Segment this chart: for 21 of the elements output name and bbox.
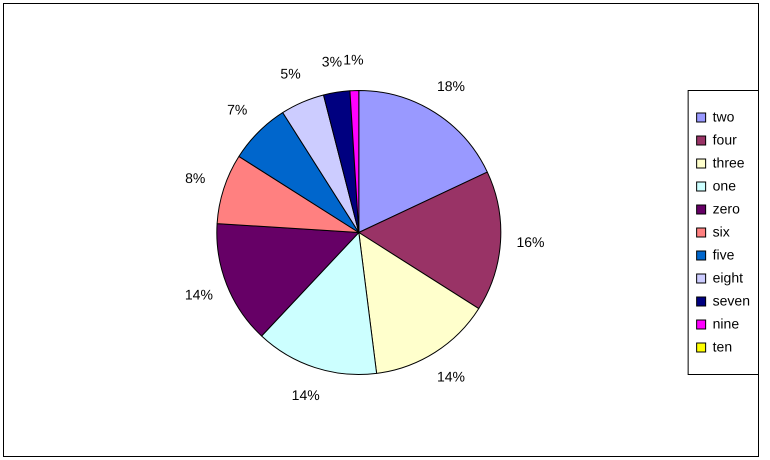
legend-label: three	[712, 154, 745, 170]
legend-label: five	[712, 246, 735, 262]
data-label: 1%	[343, 51, 364, 68]
data-label: 14%	[184, 286, 213, 303]
legend-label: ten	[712, 338, 732, 354]
legend-label: nine	[712, 315, 740, 332]
legend-label: seven	[712, 292, 750, 308]
data-label: 14%	[436, 368, 465, 385]
data-label: 18%	[436, 78, 465, 94]
legend-label: one	[712, 177, 736, 194]
legend-label: two	[712, 108, 735, 124]
data-label: 14%	[292, 386, 320, 403]
legend-label: four	[712, 131, 738, 148]
data-label: 16%	[516, 234, 544, 250]
data-label: 7%	[227, 102, 248, 118]
legend-label: zero	[712, 200, 740, 216]
legend-label: eight	[712, 269, 744, 286]
data-label: 5%	[280, 66, 301, 82]
data-label: 8%	[185, 170, 206, 186]
data-label: 3%	[322, 53, 342, 70]
legend-label: six	[712, 223, 730, 240]
